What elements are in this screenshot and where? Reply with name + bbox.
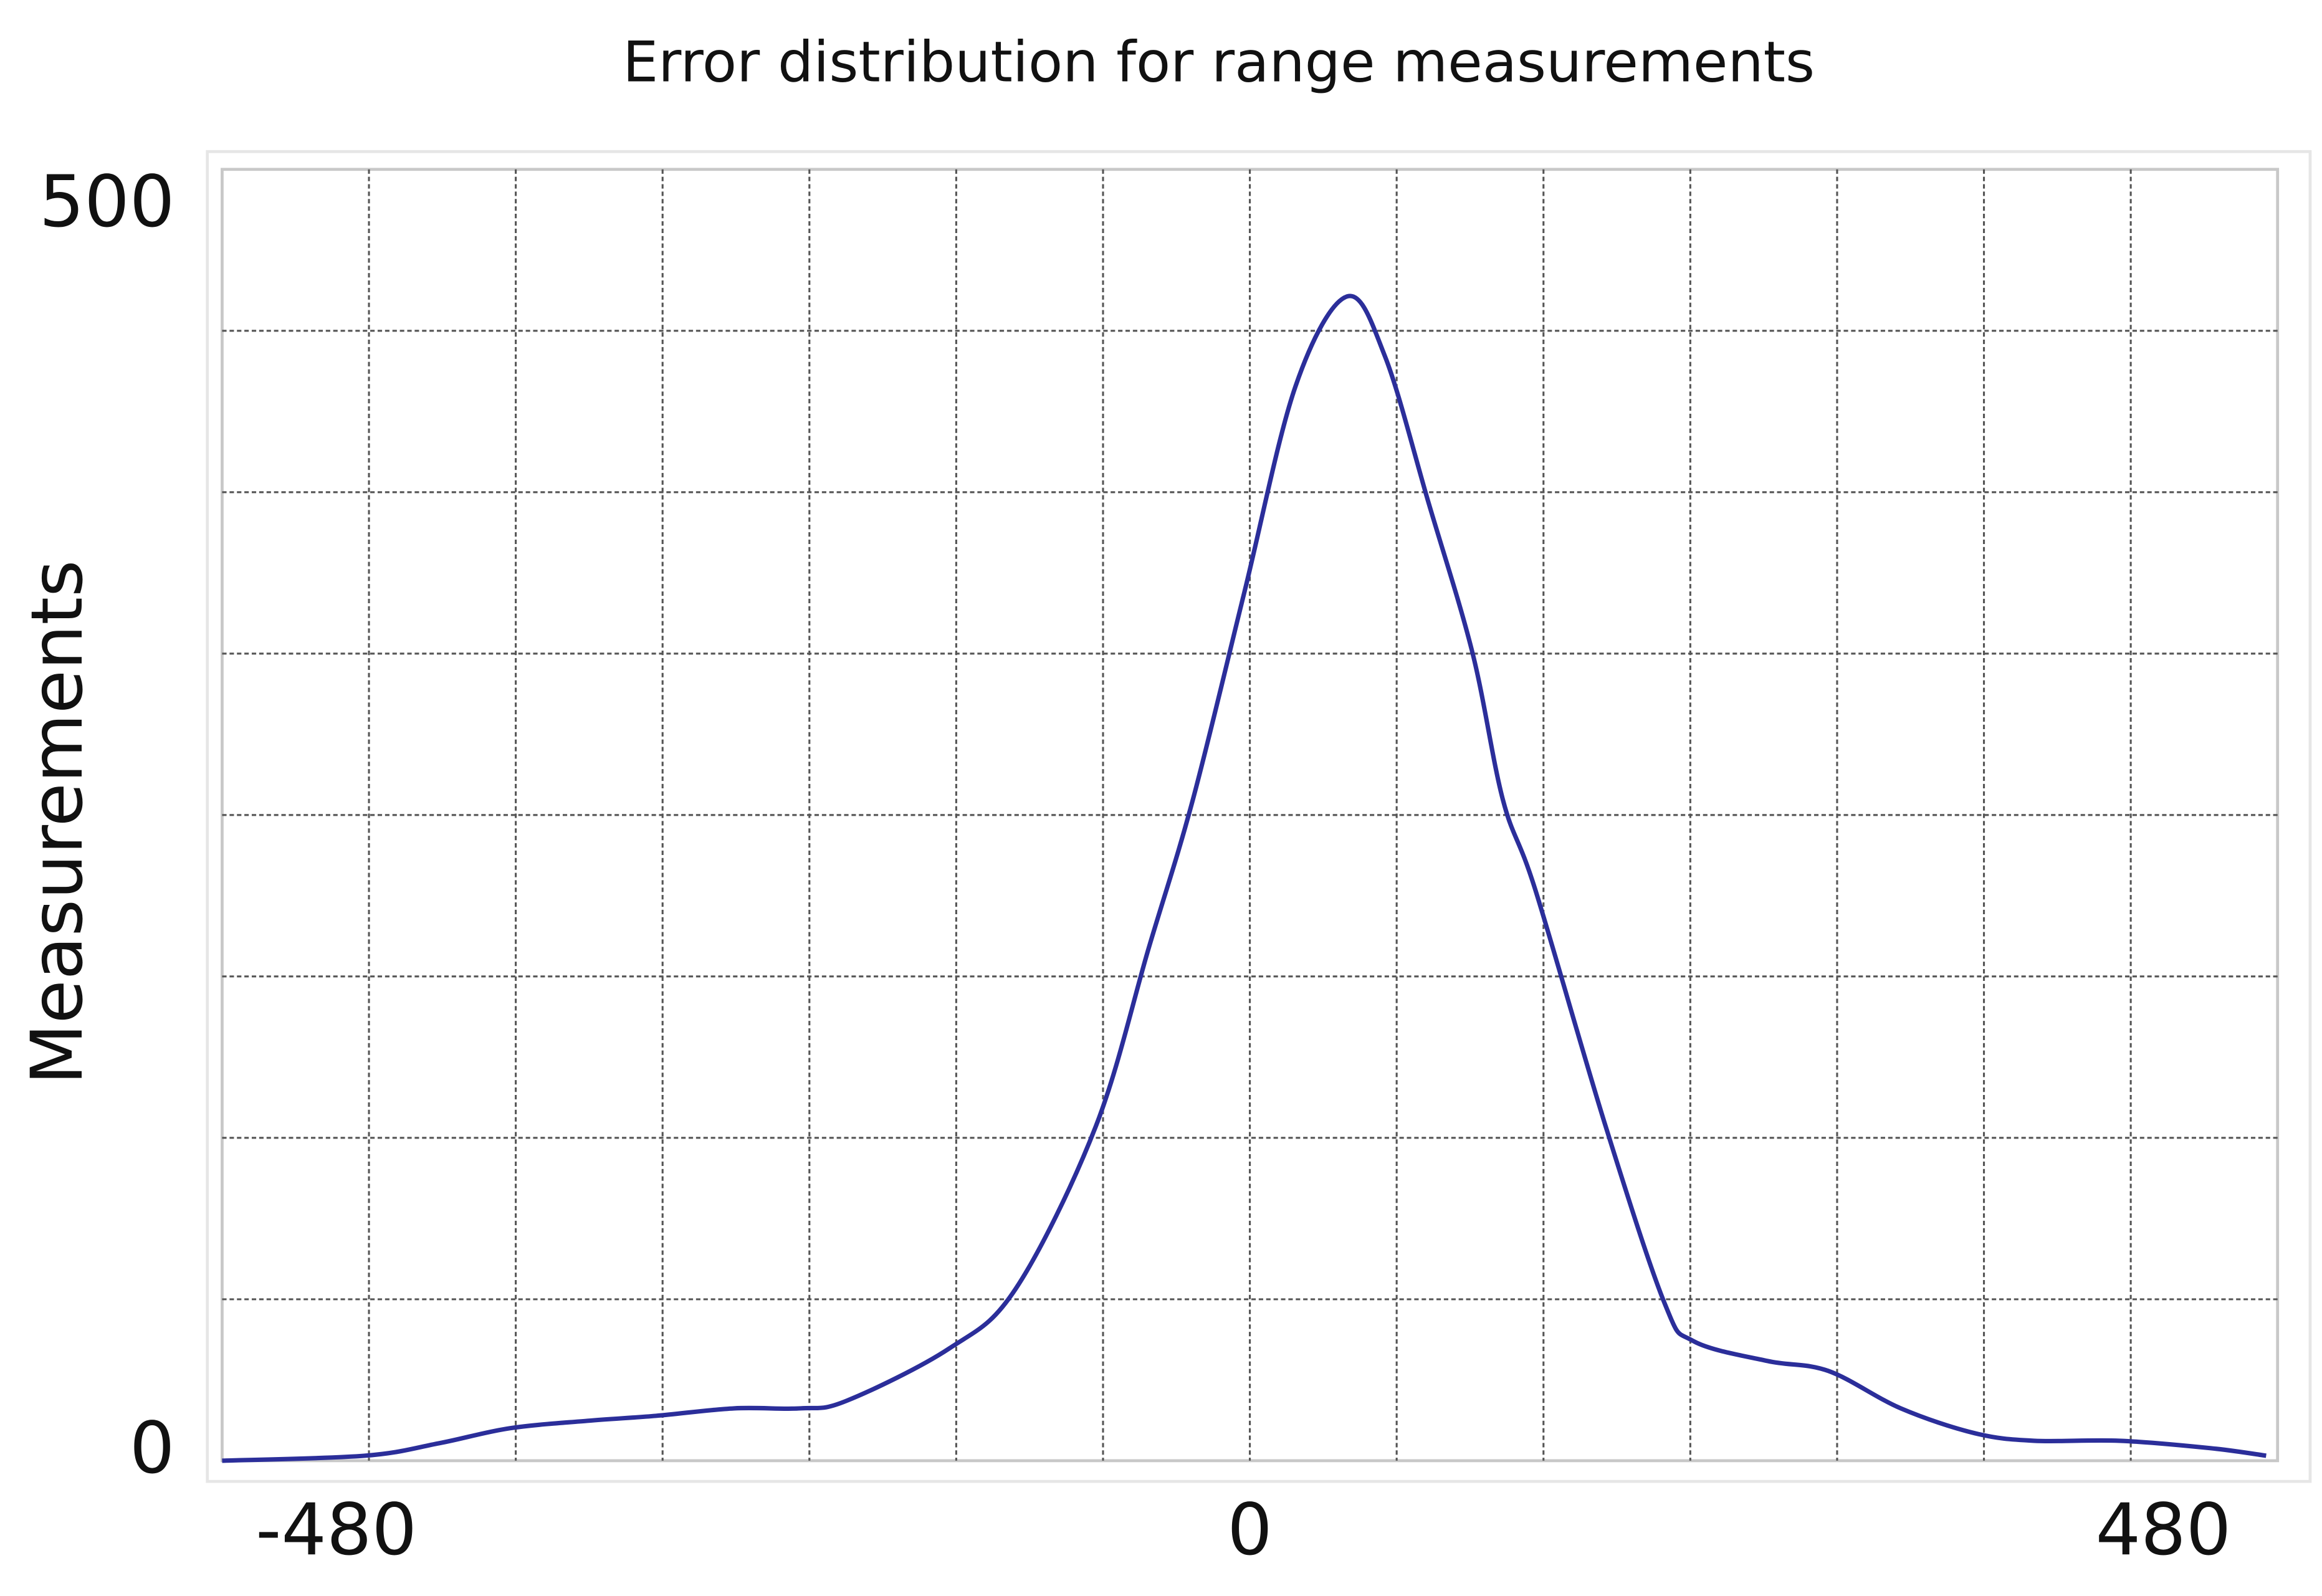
- x-tick-label: 480: [2096, 1488, 2232, 1571]
- y-tick-label: 500: [39, 160, 175, 243]
- chart-frame: [206, 150, 2312, 1483]
- y-tick-label: 0: [130, 1407, 175, 1489]
- x-tick-label: -480: [256, 1488, 417, 1571]
- data-line: [222, 294, 2267, 1463]
- chart-title: Error distribution for range measurement…: [623, 29, 1815, 95]
- x-tick-label: 0: [1227, 1488, 1273, 1571]
- y-axis-label: Measurements: [16, 560, 98, 1085]
